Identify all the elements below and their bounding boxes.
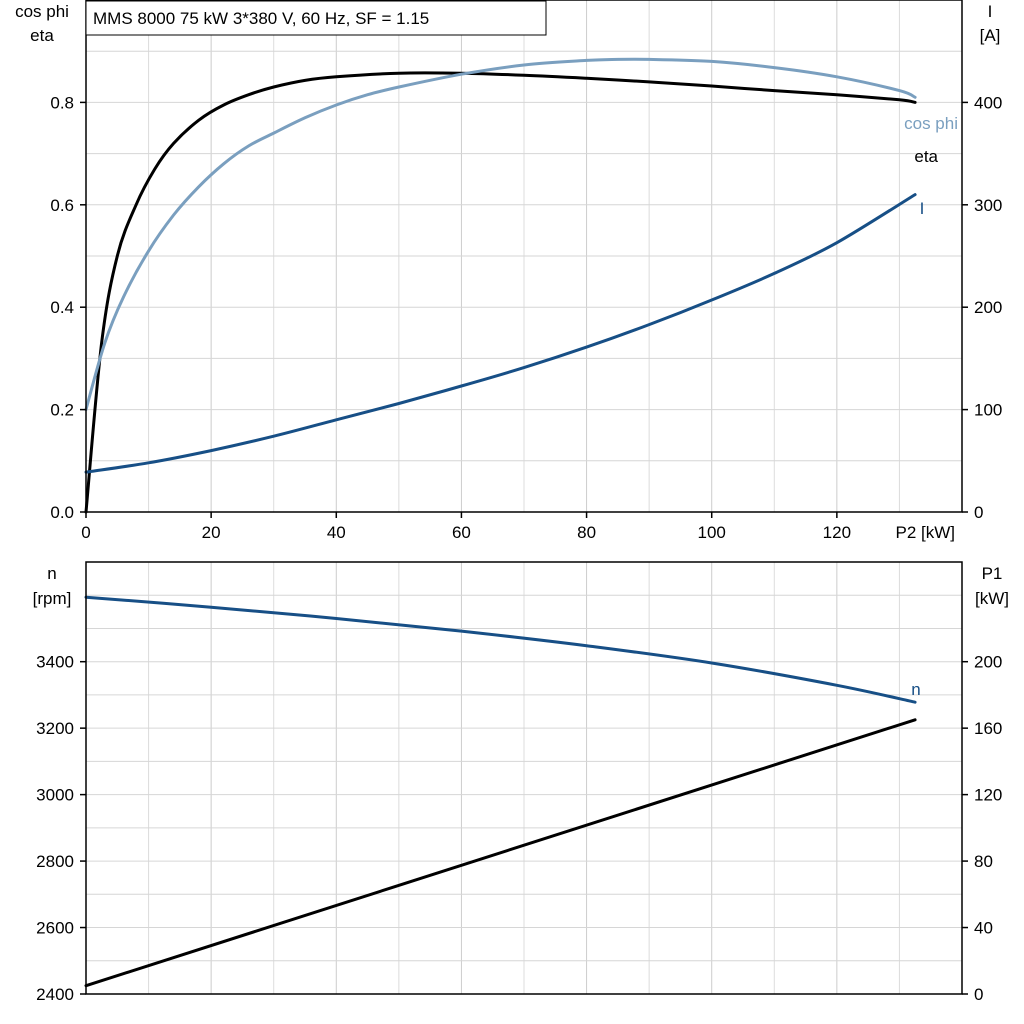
top-chart-title-box: MMS 8000 75 kW 3*380 V, 60 Hz, SF = 1.15: [85, 0, 547, 36]
series-label-eta: eta: [914, 147, 938, 166]
left-tick-label: 3000: [36, 786, 74, 805]
left-tick-label: 0.4: [50, 298, 74, 317]
x-tick-label: 40: [327, 523, 346, 542]
right-tick-label: 40: [974, 919, 993, 938]
series-line-n: [84, 595, 917, 704]
left-tick-label: 0.0: [50, 503, 74, 522]
top-chart-title: MMS 8000 75 kW 3*380 V, 60 Hz, SF = 1.15: [93, 9, 429, 28]
left-tick-label: 2400: [36, 985, 74, 1004]
top-left-axis-label-line1: cos phi: [15, 2, 69, 21]
bottom-left-axis-label-line2: [rpm]: [33, 589, 72, 608]
right-tick-label: 0: [974, 985, 983, 1004]
left-tick-label: 0.8: [50, 93, 74, 112]
right-tick-label: 300: [974, 196, 1002, 215]
x-tick-label: 100: [698, 523, 726, 542]
top-plot-frame: [85, 0, 963, 513]
series-line-eta: [84, 71, 917, 514]
right-tick-label: 120: [974, 786, 1002, 805]
series-label-speed: n: [911, 680, 920, 699]
series-label-current: I: [920, 199, 925, 218]
left-tick-label: 0.2: [50, 401, 74, 420]
bottom-plot-frame: [85, 561, 963, 995]
top-x-axis-label: P2 [kW]: [895, 523, 955, 542]
left-tick-label: 3400: [36, 653, 74, 672]
bottom-tick-labels: 2400 2600 2800 3000 3200 3400 0 40 80 120 160 200: [36, 653, 1002, 1004]
top-right-axis-label-line1: I: [988, 2, 993, 21]
left-tick-label: 2600: [36, 919, 74, 938]
right-tick-label: 200: [974, 653, 1002, 672]
bottom-left-axis-label-line1: n: [47, 564, 56, 583]
x-tick-label: 80: [577, 523, 596, 542]
right-tick-label: 400: [974, 93, 1002, 112]
bottom-series-group: [84, 595, 917, 988]
top-series-group: [84, 57, 917, 514]
left-tick-label: 3200: [36, 719, 74, 738]
left-tick-label: 0.6: [50, 196, 74, 215]
right-tick-label: 80: [974, 852, 993, 871]
bottom-grid: [86, 562, 962, 994]
top-right-axis-label-line2: [A]: [980, 26, 1001, 45]
x-tick-label: 0: [81, 523, 90, 542]
left-tick-label: 2800: [36, 852, 74, 871]
series-label-cos-phi: cos phi: [904, 114, 958, 133]
x-tick-label: 60: [452, 523, 471, 542]
x-tick-label: 20: [202, 523, 221, 542]
top-grid: [86, 0, 962, 512]
top-left-axis-label-line2: eta: [30, 26, 54, 45]
right-tick-label: 200: [974, 298, 1002, 317]
series-line-cos-phi: [84, 57, 917, 412]
right-tick-label: 0: [974, 503, 983, 522]
bottom-right-axis-label-line1: P1: [982, 564, 1003, 583]
right-tick-label: 100: [974, 401, 1002, 420]
series-line-i: [84, 193, 917, 474]
series-line-p1: [84, 718, 917, 988]
x-tick-label: 120: [823, 523, 851, 542]
top-tick-labels: 0.0 0.2 0.4 0.6 0.8 0 100 200 300 400 0 20 40 60 80 100…: [50, 93, 1002, 542]
bottom-right-axis-label-line2: [kW]: [975, 589, 1009, 608]
right-tick-label: 160: [974, 719, 1002, 738]
